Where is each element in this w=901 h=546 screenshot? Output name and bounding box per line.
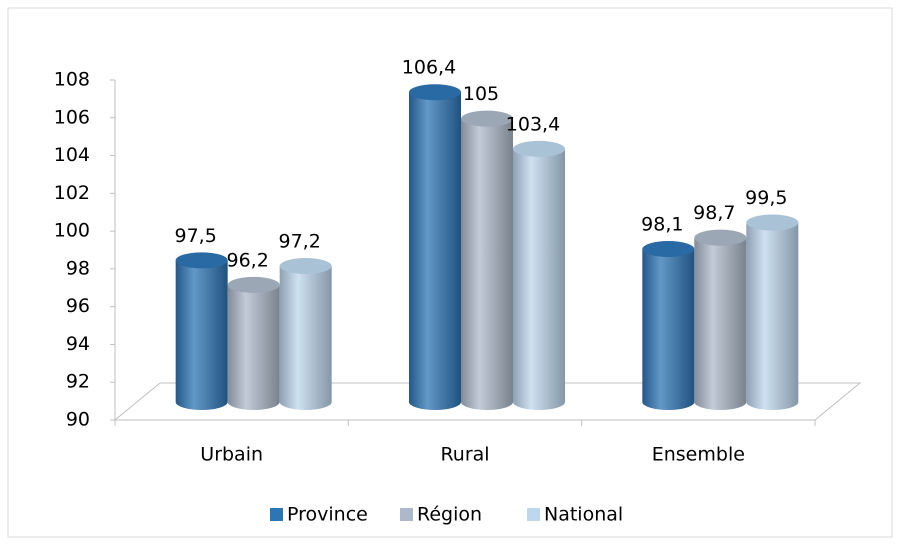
data-label: 97,5 [175, 225, 217, 247]
legend-label: Province [287, 504, 368, 526]
legend-swatch [270, 508, 283, 521]
bar [175, 260, 228, 410]
data-label: 96,2 [227, 249, 269, 271]
y-tick-label: 94 [66, 333, 90, 355]
bar [227, 284, 280, 410]
bar-top [227, 276, 280, 293]
x-tick-label: Ensemble [652, 444, 745, 466]
y-tick-label: 96 [66, 295, 90, 317]
bar-top [175, 252, 228, 269]
data-label: 105 [463, 83, 499, 105]
data-label: 97,2 [279, 231, 321, 253]
bar [746, 222, 799, 410]
data-label: 103,4 [506, 113, 560, 135]
x-tick-label: Urbain [200, 444, 263, 466]
y-tick-label: 102 [54, 182, 90, 204]
y-tick-label: 106 [54, 106, 90, 128]
bar [642, 249, 695, 410]
data-label: 99,5 [745, 187, 787, 209]
y-tick-label: 92 [66, 371, 90, 393]
x-tick-label: Rural [440, 444, 489, 466]
bar [694, 237, 747, 410]
y-tick-label: 98 [66, 257, 90, 279]
y-tick-label: 108 [54, 69, 90, 91]
data-label: 98,1 [641, 214, 683, 236]
data-label: 106,4 [402, 57, 456, 79]
legend-label: National [544, 504, 623, 526]
y-tick-label: 90 [66, 409, 90, 431]
bar-top [461, 110, 513, 127]
bar-top [746, 214, 799, 231]
bar [513, 148, 565, 410]
bar-top [694, 229, 747, 246]
bar [461, 118, 513, 411]
bar [409, 92, 461, 410]
bar-top [409, 84, 461, 101]
y-tick-label: 104 [54, 144, 90, 166]
legend-label: Région [417, 504, 482, 526]
bar-top [513, 140, 565, 157]
legend-swatch [527, 508, 540, 521]
bar-top [642, 241, 695, 257]
y-tick-label: 100 [54, 220, 90, 242]
legend-swatch [400, 508, 413, 521]
data-label: 98,7 [693, 202, 735, 224]
bar [279, 266, 332, 410]
bar-top [279, 258, 332, 274]
